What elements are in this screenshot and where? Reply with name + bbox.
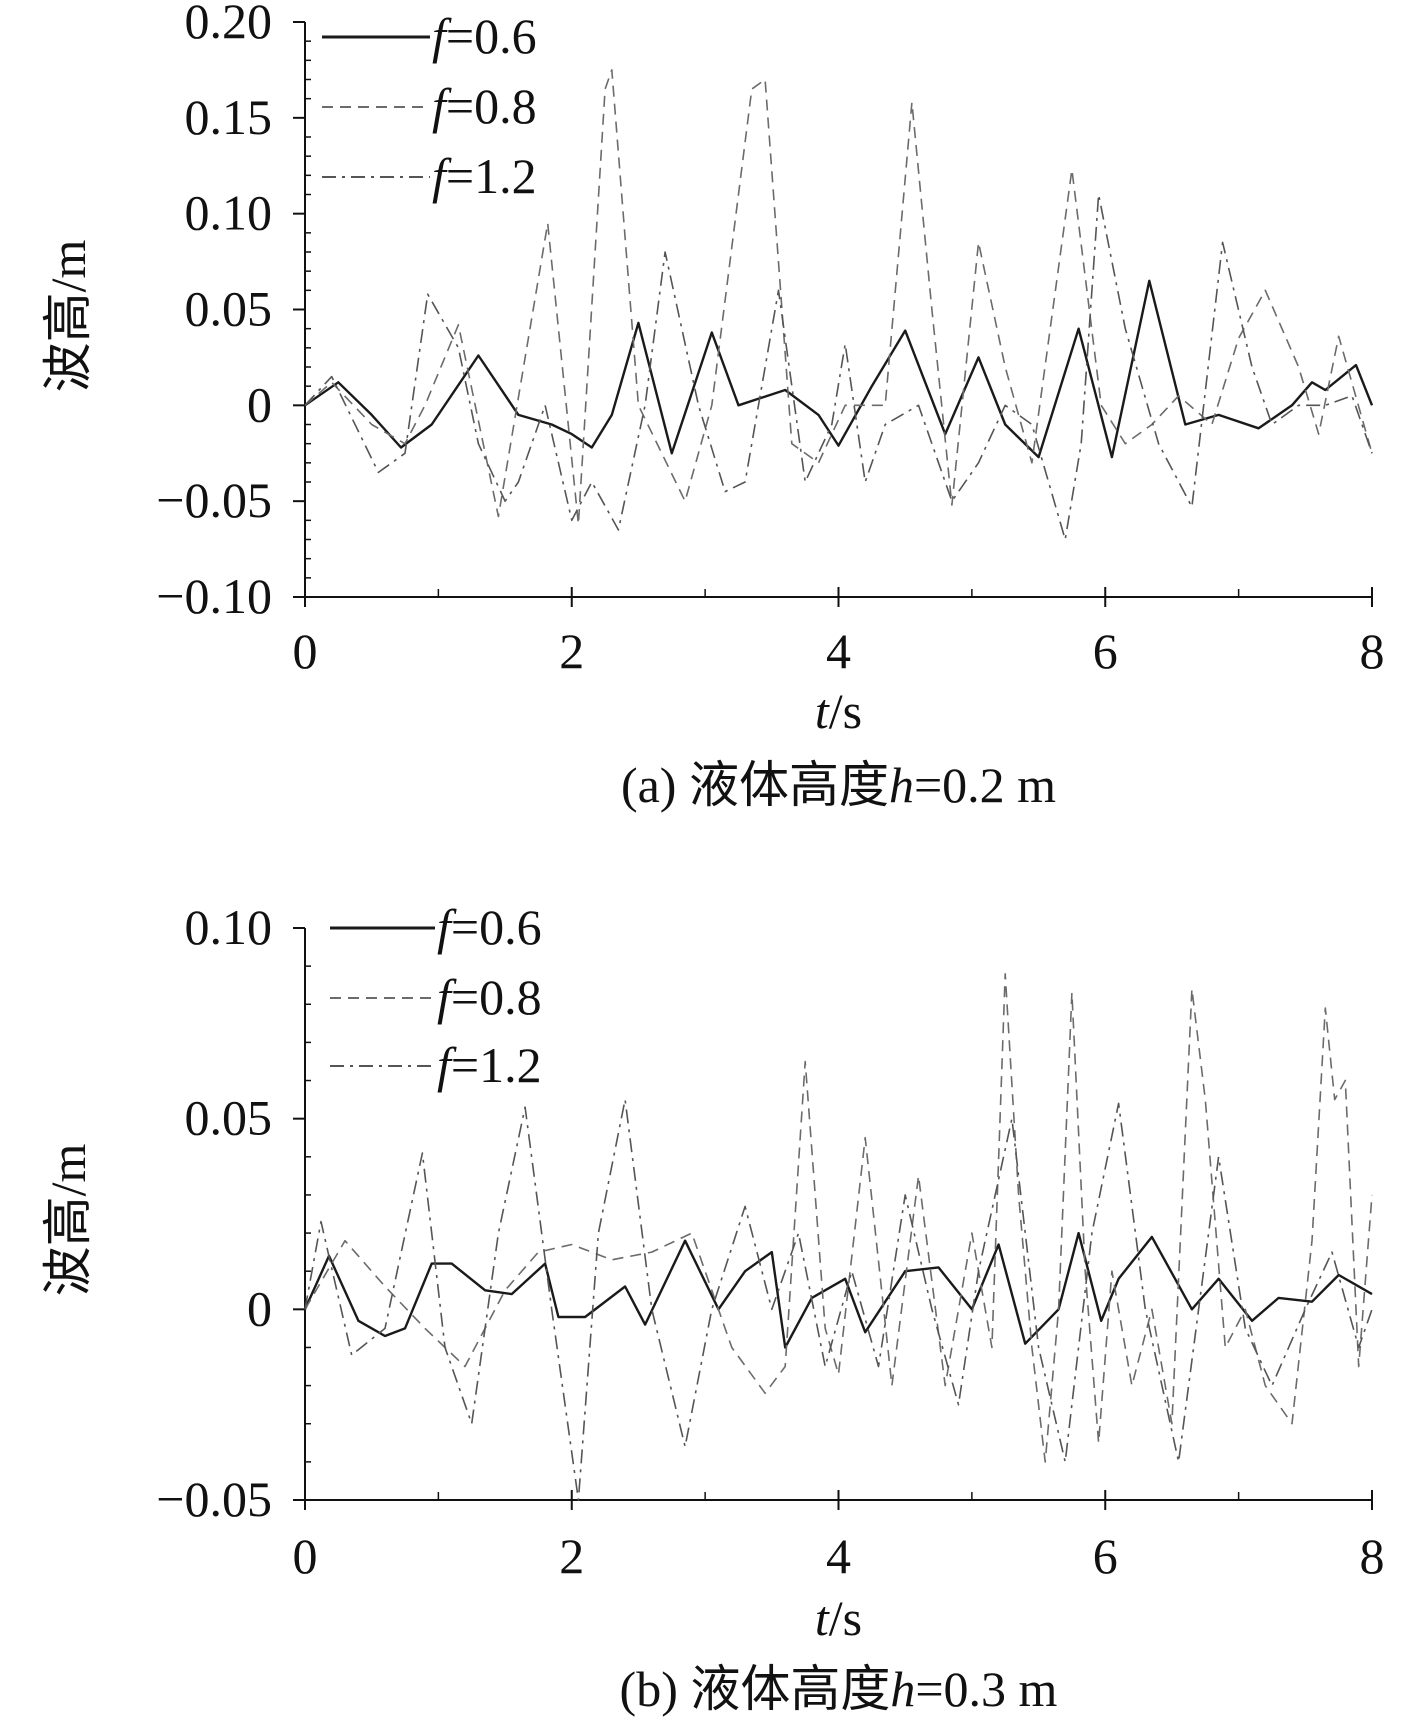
x-tick-label: 4	[826, 623, 851, 679]
y-axis-label: 波高/m	[40, 1144, 96, 1297]
legend-value: =0.8	[446, 78, 537, 134]
y-tick-label: 0.20	[185, 0, 273, 49]
series-line-dashed	[304, 69, 1373, 526]
y-tick-label: 0	[247, 376, 272, 432]
x-axis-unit: /s	[829, 1590, 862, 1646]
legend-label: f=0.6	[432, 8, 537, 64]
x-axis-label: t/s	[815, 1590, 862, 1646]
series-line-dashed	[304, 972, 1373, 1463]
y-tick-label: −0.10	[156, 568, 272, 624]
y-axis-label: 波高/m	[40, 240, 96, 393]
y-tick-label: 0.10	[185, 899, 273, 955]
series-line-dashdot	[304, 1098, 1373, 1501]
panel-caption: (a) 液体高度h=0.2 m	[621, 757, 1056, 813]
x-axis-label: t/s	[815, 683, 862, 739]
legend-value: =0.8	[451, 969, 542, 1025]
x-tick-label: 0	[293, 1528, 318, 1584]
series-line-dashdot	[304, 193, 1373, 541]
legend-label: f=0.8	[432, 78, 537, 134]
caption-suffix: =0.2 m	[914, 757, 1056, 813]
caption-prefix: (b) 液体高度	[620, 1661, 891, 1717]
series-line-solid	[304, 279, 1374, 459]
y-tick-label: −0.05	[156, 1471, 272, 1527]
legend-value: =0.6	[446, 8, 537, 64]
x-tick-label: 8	[1360, 1528, 1385, 1584]
caption-var: h	[890, 1661, 915, 1717]
panel-caption: (b) 液体高度h=0.3 m	[620, 1661, 1058, 1717]
x-axis-var: t	[815, 1590, 830, 1646]
y-tick-label: −0.05	[156, 472, 272, 528]
x-tick-label: 2	[559, 623, 584, 679]
legend-label: f=1.2	[437, 1037, 542, 1093]
caption-prefix: (a) 液体高度	[621, 757, 889, 813]
x-axis-unit: /s	[829, 683, 862, 739]
y-tick-label: 0.15	[185, 89, 273, 145]
legend-value: =1.2	[451, 1037, 542, 1093]
panel-b: −0.05 0 0.05 0.10 0 2 4 6 8 f=0.6 f=0.8 f=1.2 波高/m t/…	[40, 899, 1385, 1717]
x-tick-label: 6	[1093, 1528, 1118, 1584]
caption-suffix: =0.3 m	[915, 1661, 1057, 1717]
y-tick-label: 0	[247, 1280, 272, 1336]
y-tick-label: 0.10	[185, 185, 273, 241]
series-line-solid	[303, 1231, 1373, 1349]
y-tick-label: 0.05	[185, 1090, 273, 1146]
y-tick-label: 0.05	[185, 281, 273, 337]
legend-label: f=0.6	[437, 899, 542, 955]
x-tick-label: 4	[826, 1528, 851, 1584]
legend-label: f=0.8	[437, 969, 542, 1025]
legend-label: f=1.2	[432, 148, 537, 204]
x-tick-label: 6	[1093, 623, 1118, 679]
x-tick-label: 2	[559, 1528, 584, 1584]
x-tick-label: 0	[293, 623, 318, 679]
legend-value: =0.6	[451, 899, 542, 955]
x-axis-var: t	[815, 683, 830, 739]
panel-a: −0.10 −0.05 0 0.05 0.10 0.15 0.20 0 2 4 6 8 f=0.6 f=0…	[40, 0, 1385, 813]
caption-var: h	[889, 757, 914, 813]
legend-value: =1.2	[446, 148, 537, 204]
x-tick-label: 8	[1360, 623, 1385, 679]
